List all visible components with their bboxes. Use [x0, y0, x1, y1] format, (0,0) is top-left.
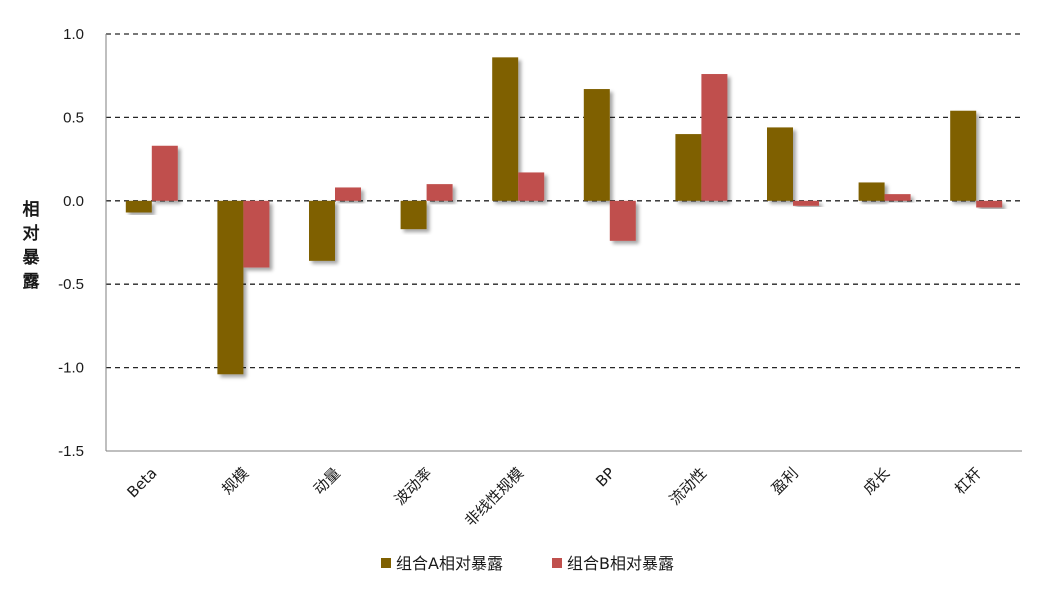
x-category-label: 规模 — [218, 464, 252, 498]
y-tick-label: -1.0 — [58, 360, 84, 377]
gridlines — [106, 33, 1022, 452]
x-category-label: 非线性规模 — [461, 464, 527, 530]
bar-series-b-9 — [976, 200, 1003, 208]
bar-series-a-5 — [583, 89, 610, 201]
bar-series-a-8 — [858, 182, 885, 201]
x-category-label: 流动性 — [666, 464, 711, 509]
y-tick-label: -0.5 — [58, 276, 84, 293]
bar-series-b-8 — [884, 194, 911, 201]
x-category-label: 盈利 — [768, 464, 802, 498]
bars — [125, 57, 1003, 375]
x-category-label: 杠杆 — [951, 464, 985, 498]
y-axis-title: 相对暴露 — [22, 199, 41, 292]
y-tick-label: 0.5 — [63, 109, 84, 126]
bar-series-a-4 — [492, 57, 519, 201]
bar-series-a-2 — [309, 200, 335, 261]
bar-series-a-0 — [125, 200, 152, 213]
bar-series-a-9 — [950, 110, 977, 201]
bar-series-a-7 — [767, 127, 793, 201]
x-category-label: 动量 — [310, 464, 344, 498]
y-tick-label: 1.0 — [63, 26, 84, 43]
x-category-label: Beta — [123, 464, 160, 501]
bar-series-b-5 — [609, 200, 636, 241]
x-category-label: BP — [592, 464, 618, 490]
bar-series-a-6 — [675, 134, 702, 201]
legend-label: 组合A相对暴露 — [396, 554, 503, 573]
y-axis-tick-labels: 1.0 0.5 0.0 -0.5 -1.0 -1.5 — [58, 26, 84, 460]
y-tick-label: 0.0 — [63, 193, 84, 210]
legend-swatch — [552, 558, 562, 568]
x-category-label: 波动率 — [391, 464, 436, 509]
bar-series-a-1 — [217, 200, 244, 375]
legend: 组合A相对暴露 组合B相对暴露 — [381, 554, 674, 573]
bar-series-b-3 — [426, 184, 453, 201]
bar-series-b-6 — [701, 74, 728, 201]
x-axis-category-labels: Beta 规模 动量 波动率 非线性规模 BP 流动性 盈利 成长 杠杆 — [123, 464, 985, 530]
bar-series-b-4 — [518, 172, 545, 201]
bar-series-b-7 — [793, 200, 819, 206]
y-tick-label: -1.5 — [58, 443, 84, 460]
legend-label: 组合B相对暴露 — [567, 554, 674, 573]
x-category-label: 成长 — [859, 464, 893, 498]
bar-series-a-3 — [400, 200, 427, 230]
bar-series-b-1 — [243, 200, 270, 268]
bar-series-b-2 — [335, 187, 361, 201]
legend-swatch — [381, 558, 391, 568]
bar-series-b-0 — [151, 145, 178, 201]
